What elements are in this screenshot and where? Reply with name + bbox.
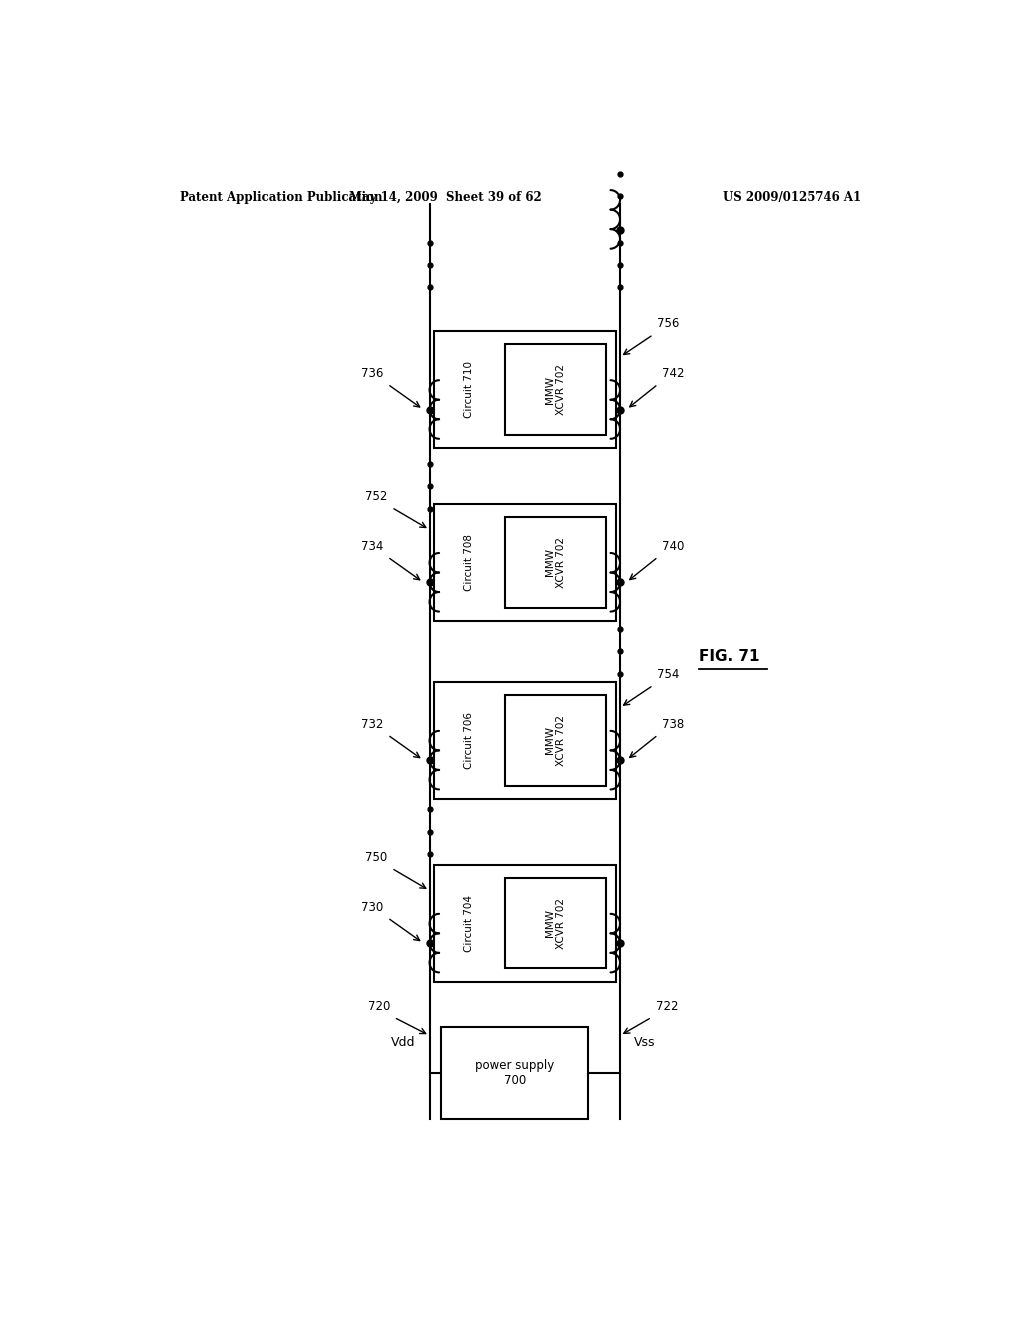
- Text: US 2009/0125746 A1: US 2009/0125746 A1: [723, 191, 861, 203]
- FancyBboxPatch shape: [433, 504, 616, 620]
- Text: 720: 720: [368, 1001, 390, 1014]
- Text: Circuit 706: Circuit 706: [465, 711, 474, 768]
- Text: 736: 736: [361, 367, 384, 380]
- FancyBboxPatch shape: [506, 517, 606, 607]
- Text: Circuit 704: Circuit 704: [465, 895, 474, 952]
- Text: MMW
XCVR 702: MMW XCVR 702: [545, 537, 566, 587]
- Text: 756: 756: [657, 318, 680, 330]
- Text: MMW
XCVR 702: MMW XCVR 702: [545, 898, 566, 949]
- Text: 730: 730: [361, 900, 384, 913]
- Text: 740: 740: [663, 540, 684, 553]
- Text: power supply
700: power supply 700: [475, 1059, 555, 1088]
- Text: Circuit 710: Circuit 710: [465, 362, 474, 418]
- FancyBboxPatch shape: [506, 878, 606, 969]
- FancyBboxPatch shape: [433, 682, 616, 799]
- FancyBboxPatch shape: [441, 1027, 588, 1119]
- Text: 750: 750: [366, 851, 387, 865]
- Text: MMW
XCVR 702: MMW XCVR 702: [545, 715, 566, 766]
- Text: Patent Application Publication: Patent Application Publication: [179, 191, 382, 203]
- Text: 734: 734: [361, 540, 384, 553]
- Text: FIG. 71: FIG. 71: [699, 649, 760, 664]
- Text: MMW
XCVR 702: MMW XCVR 702: [545, 364, 566, 414]
- FancyBboxPatch shape: [433, 331, 616, 447]
- Text: 752: 752: [366, 490, 387, 503]
- Text: 738: 738: [663, 718, 684, 731]
- Text: 742: 742: [663, 367, 685, 380]
- FancyBboxPatch shape: [506, 696, 606, 785]
- Text: 722: 722: [655, 1001, 678, 1014]
- Text: 732: 732: [361, 718, 384, 731]
- FancyBboxPatch shape: [506, 345, 606, 434]
- FancyBboxPatch shape: [433, 865, 616, 982]
- Text: May 14, 2009  Sheet 39 of 62: May 14, 2009 Sheet 39 of 62: [349, 191, 542, 203]
- Text: Circuit 708: Circuit 708: [465, 533, 474, 591]
- Text: Vss: Vss: [634, 1036, 655, 1049]
- Text: 754: 754: [657, 668, 680, 681]
- Text: Vdd: Vdd: [391, 1036, 416, 1049]
